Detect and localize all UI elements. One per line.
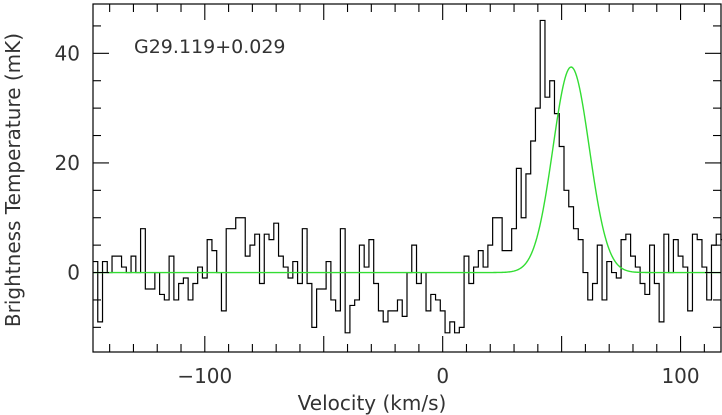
gaussian-fit-curve <box>93 66 721 274</box>
x-axis-label: Velocity (km/s) <box>298 391 447 415</box>
plot-frame <box>92 3 722 353</box>
x-tick-label: 100 <box>661 364 699 388</box>
spectrum-histogram-line <box>93 19 722 334</box>
y-axis-label: Brightness Temperature (mK) <box>1 33 25 327</box>
y-tick-label: 40 <box>55 41 80 65</box>
x-tick-labels: −100 0 100 <box>177 364 699 388</box>
y-tick-labels: 0 20 40 <box>55 41 80 284</box>
axis-ticks <box>93 4 721 352</box>
y-tick-label: 0 <box>67 261 80 285</box>
x-tick-label: −100 <box>177 364 232 388</box>
y-tick-label: 20 <box>55 151 80 175</box>
source-name-annotation: G29.119+0.029 <box>134 36 286 58</box>
plot-area <box>93 19 722 334</box>
x-tick-label: 0 <box>436 364 449 388</box>
